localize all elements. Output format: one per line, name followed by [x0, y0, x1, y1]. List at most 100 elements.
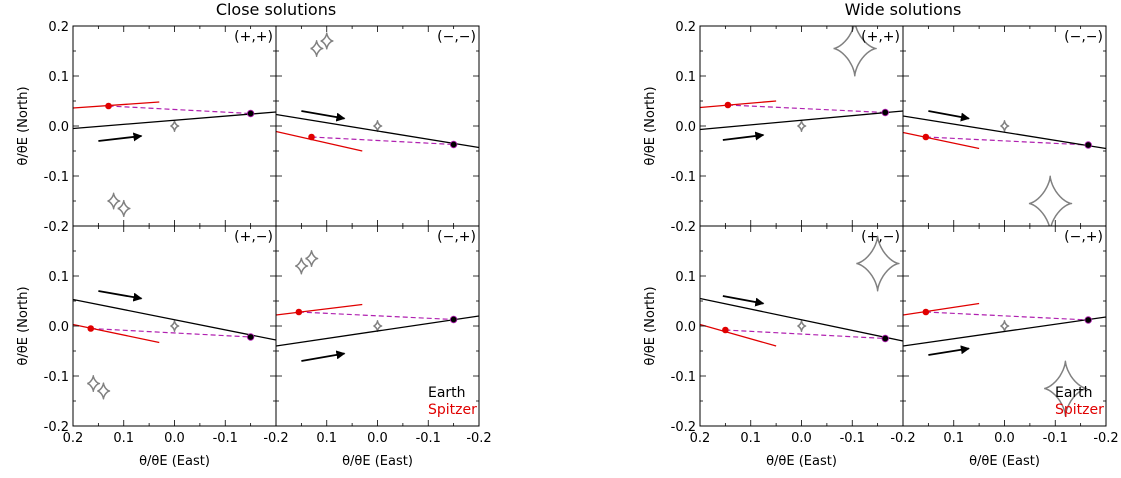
y-tick-label: 0.2 — [48, 20, 69, 35]
motion-arrow — [928, 345, 970, 356]
x-tick-label: 0.2 — [63, 431, 84, 446]
caustic-curve — [796, 120, 807, 132]
caustic-curve — [96, 382, 111, 400]
y-tick-label: 0.0 — [48, 320, 69, 335]
caustic-curve — [855, 235, 900, 292]
earth-point — [246, 333, 255, 341]
earth-point — [449, 140, 458, 149]
spitzer-point — [87, 325, 95, 332]
caustic-curve — [309, 39, 324, 58]
spitzer-point — [308, 133, 315, 141]
earth-point — [449, 315, 458, 324]
earth-point — [246, 109, 255, 118]
legend-spitzer: Spitzer — [428, 402, 477, 418]
solution-label: (+,−) — [234, 229, 273, 245]
earth-point — [1084, 141, 1092, 149]
spitzer-trajectory — [700, 323, 777, 347]
y-tick-label: -0.2 — [44, 220, 69, 235]
solution-label: (−,−) — [437, 29, 476, 45]
solution-label: (+,−) — [861, 229, 900, 245]
x-tick-label: 0.1 — [316, 431, 337, 446]
earth-trajectory — [903, 115, 1106, 150]
caustic-curve — [796, 320, 807, 332]
motion-arrow — [722, 295, 765, 307]
x-tick-label: 0.1 — [943, 431, 964, 446]
caustic-curve — [372, 320, 383, 332]
spitzer-point — [722, 326, 729, 334]
caustic-curve — [86, 374, 101, 393]
y-axis-label: θ/θE (North) — [643, 86, 658, 165]
solution-group-close: Close solutions θ/θE (North) θ/θE (North) θ… — [16, 0, 413, 469]
earth-point — [881, 108, 889, 117]
panel-frame — [72, 225, 277, 427]
x-tick-label: -0.2 — [1093, 431, 1118, 446]
x-tick-label: 0.0 — [367, 431, 388, 446]
earth-trajectory — [700, 110, 903, 131]
y-tick-label: 0.0 — [48, 120, 69, 135]
motion-arrow — [301, 110, 346, 122]
x-axis-label: θ/θE (East) — [969, 454, 1040, 469]
panel-frame — [275, 25, 480, 227]
spitzer-trajectory — [73, 323, 160, 344]
caustic-curve — [1028, 175, 1073, 226]
solution-group-wide: Wide solutions θ/θE (North) θ/θE (North) θ/… — [643, 0, 1040, 469]
earth-trajectory — [73, 111, 276, 130]
panel-0-1-0: 0.10.0-0.1-0.20.2 0.1 0.0 -0.1 -0.2(+,−) — [44, 225, 289, 446]
caustic-curve — [1043, 360, 1088, 417]
y-tick-label: -0.1 — [44, 170, 69, 185]
spitzer-point — [922, 308, 930, 316]
motion-arrow — [98, 290, 143, 302]
panel-1-0-0: 0.2 0.1 0.0 -0.1 -0.2 (+,+) — [671, 20, 904, 235]
panel-frame — [699, 225, 904, 427]
x-axis-label: θ/θE (East) — [139, 454, 210, 469]
y-tick-label: 0.2 — [675, 20, 696, 35]
y-axis-label: θ/θE (North) — [643, 286, 658, 365]
earth-point — [1084, 316, 1092, 324]
caustic-curve — [999, 120, 1010, 132]
earth-trajectory — [73, 298, 276, 341]
x-axis-label: θ/θE (East) — [766, 454, 837, 469]
spitzer-point — [922, 133, 930, 141]
motion-arrow — [98, 132, 143, 142]
caustic-curve — [320, 32, 334, 50]
y-tick-label: -0.1 — [671, 370, 696, 385]
y-tick-label: -0.1 — [44, 370, 69, 385]
earth-spitzer-link — [298, 311, 454, 321]
spitzer-trajectory — [903, 302, 980, 316]
caustic-curve — [999, 320, 1010, 332]
y-tick-label: -0.2 — [44, 420, 69, 435]
y-tick-label: 0.1 — [675, 270, 696, 285]
caustic-curve — [304, 249, 319, 268]
x-tick-label: -0.1 — [1043, 431, 1068, 446]
y-tick-label: 0.1 — [48, 70, 69, 85]
spitzer-point — [295, 308, 303, 316]
legend-earth: Earth — [1055, 385, 1093, 401]
earth-point — [881, 334, 889, 343]
x-axis-label: θ/θE (East) — [342, 454, 413, 469]
earth-spitzer-link — [727, 104, 886, 114]
x-tick-label: -0.1 — [840, 431, 865, 446]
spitzer-point — [105, 102, 112, 110]
caustic-curve — [169, 320, 180, 332]
x-tick-label: 0.0 — [164, 431, 185, 446]
x-tick-label: -0.2 — [890, 431, 915, 446]
x-tick-label: 0.2 — [690, 431, 711, 446]
solution-label: (−,+) — [1064, 229, 1103, 245]
x-tick-label: 0.0 — [994, 431, 1015, 446]
y-tick-label: -0.2 — [671, 420, 696, 435]
caustic-curve — [169, 120, 180, 132]
legend-earth: Earth — [428, 385, 466, 401]
panel-0-0-1: (−,−) — [275, 25, 480, 227]
caustic-curve — [294, 257, 309, 275]
panel-frame — [699, 25, 904, 227]
motion-arrow — [722, 131, 765, 141]
earth-trajectory — [700, 297, 903, 342]
earth-spitzer-link — [925, 136, 1089, 146]
earth-spitzer-link — [725, 329, 886, 340]
y-tick-label: 0.0 — [675, 320, 696, 335]
spitzer-point — [724, 101, 732, 109]
